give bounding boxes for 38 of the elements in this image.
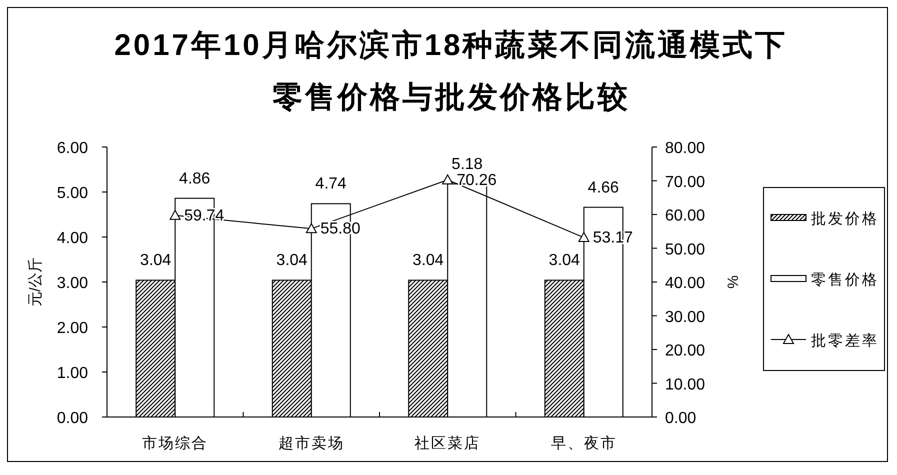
data-label: 5.18 bbox=[452, 156, 483, 173]
y2-tick-label: 60.00 bbox=[665, 208, 706, 224]
y2-tick-label: 10.00 bbox=[665, 376, 706, 394]
y2-tick-label: 70.00 bbox=[665, 174, 706, 191]
legend-label: 零售价格 bbox=[811, 272, 879, 288]
x-tick-label: 社区菜店 bbox=[414, 435, 481, 452]
data-label: 4.74 bbox=[315, 176, 347, 193]
data-label: 3.04 bbox=[548, 252, 580, 270]
legend-label: 批零差率 bbox=[811, 332, 879, 350]
y-tick-label: 3.00 bbox=[56, 275, 88, 292]
y-tick-label: 6.00 bbox=[56, 140, 88, 157]
x-tick-label: 早、夜市 bbox=[550, 435, 617, 452]
data-label: 3.04 bbox=[140, 252, 172, 270]
y-tick-label: 5.00 bbox=[56, 185, 88, 202]
x-tick-label: 市场综合 bbox=[142, 435, 208, 452]
point bbox=[170, 210, 181, 220]
y-axis-title: 元/公斤 bbox=[27, 257, 44, 307]
data-label: 3.04 bbox=[276, 252, 308, 270]
y-tick-label: 2.00 bbox=[56, 320, 88, 337]
y2-tick-label: 30.00 bbox=[665, 308, 706, 326]
point bbox=[578, 232, 590, 242]
data-label: 4.86 bbox=[179, 170, 210, 188]
chart-title: 2017年10月哈尔滨市18种蔬菜不同流通模式下零售价格与批发价格比较 bbox=[114, 28, 788, 114]
y2-tick-label: 50.00 bbox=[665, 241, 706, 258]
point bbox=[306, 223, 317, 234]
y-tick-label: 4.00 bbox=[56, 230, 88, 247]
y2-tick-label: 40.00 bbox=[665, 275, 706, 292]
data-label: 3.04 bbox=[412, 252, 444, 270]
data-label: 4.66 bbox=[588, 179, 620, 196]
y-tick-label: 0.00 bbox=[56, 410, 88, 427]
y2-tick-label: 20.00 bbox=[665, 342, 706, 360]
legend-label: 批发价格 bbox=[811, 210, 879, 228]
y2-axis-title: % bbox=[725, 275, 742, 289]
x-tick-label: 超市卖场 bbox=[278, 435, 344, 452]
y-tick-label: 1.00 bbox=[56, 365, 88, 382]
y2-tick-label: 80.00 bbox=[665, 140, 706, 157]
point bbox=[442, 174, 454, 184]
y2-tick-label: 0.00 bbox=[665, 410, 696, 427]
